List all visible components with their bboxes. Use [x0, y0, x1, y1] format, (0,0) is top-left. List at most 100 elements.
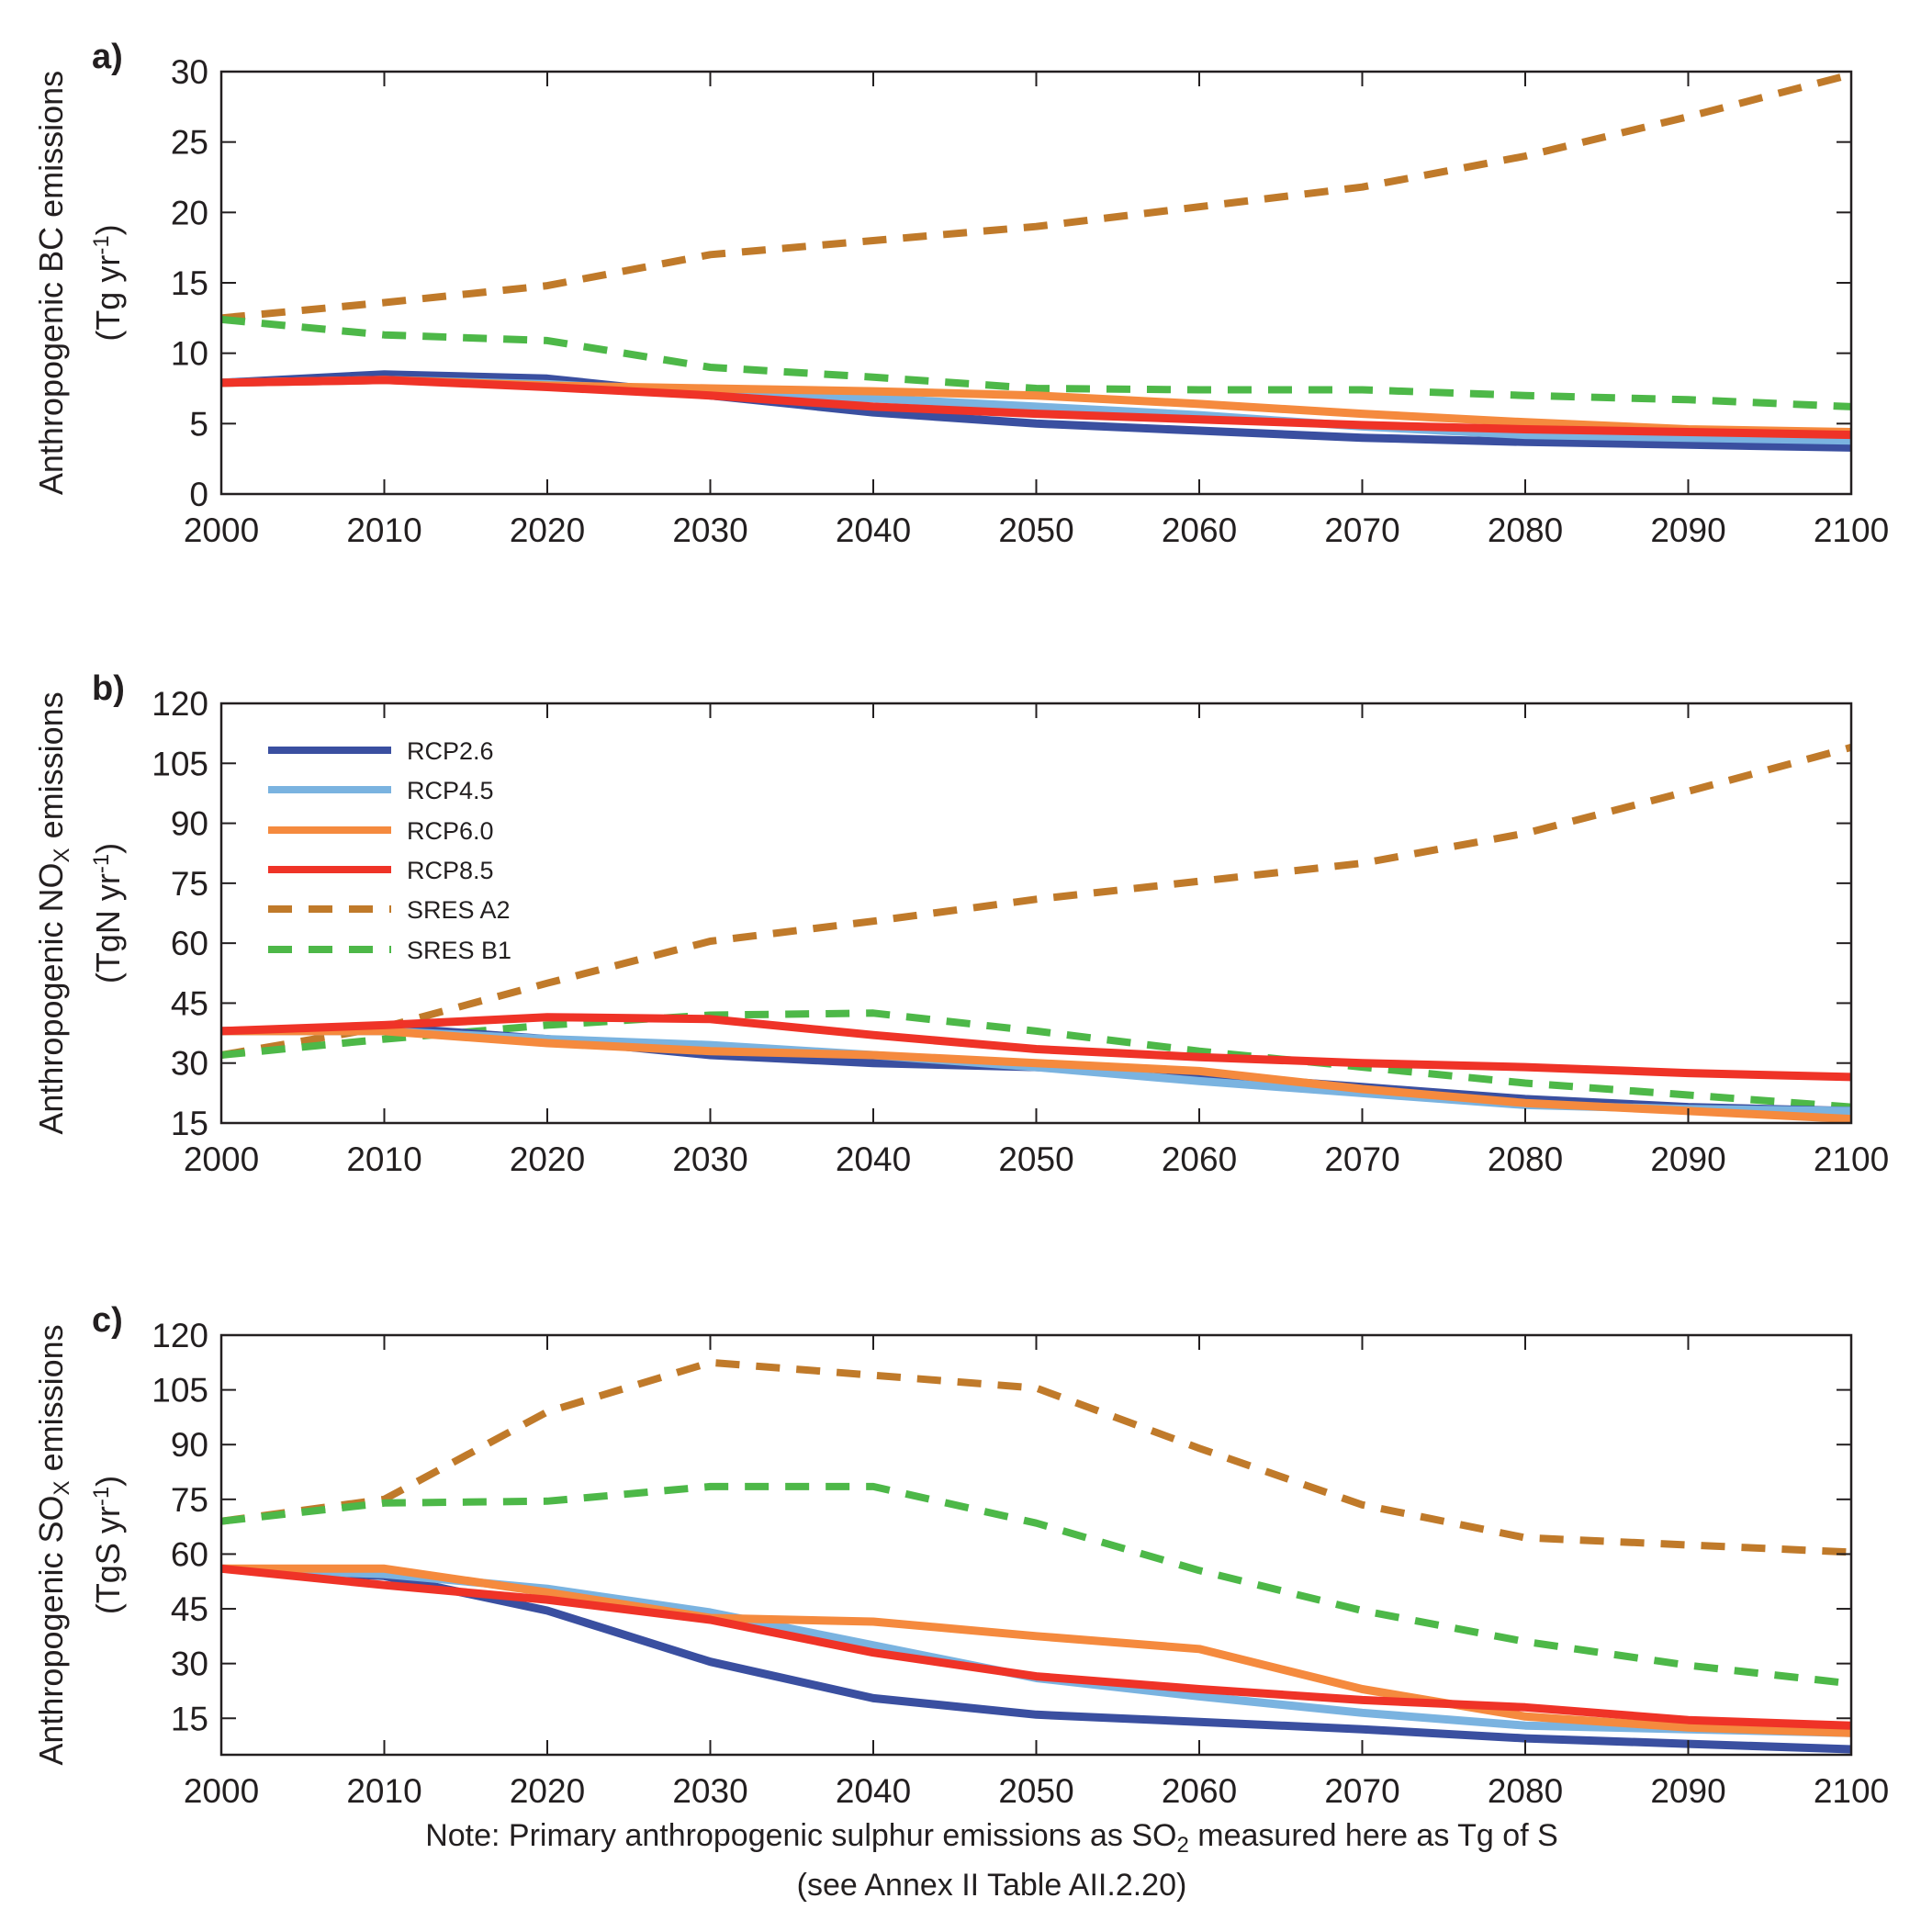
- label-part: 2: [1176, 1833, 1188, 1858]
- x-tick-label: 2020: [510, 1140, 585, 1178]
- x-tick-label: 2070: [1324, 1140, 1399, 1178]
- y-tick-label: 20: [171, 194, 208, 231]
- series-line-rcp8-5: [220, 1013, 1852, 1082]
- x-tick-label: 2070: [1324, 1772, 1399, 1810]
- x-tick-label: 2000: [184, 511, 259, 549]
- label-part: (Tg yr: [89, 255, 127, 342]
- label-part: -1: [89, 235, 114, 254]
- label-part: ): [89, 224, 127, 235]
- x-tick-label: 2000: [184, 1140, 259, 1178]
- label-part: (TgS yr: [89, 1506, 127, 1614]
- y-tick-label: 75: [171, 1481, 208, 1519]
- y-tick-label: 15: [171, 1105, 208, 1142]
- label-part: Note: Primary anthropogenic sulphur emis…: [425, 1818, 1176, 1853]
- legend-label: RCP8.5: [407, 857, 494, 884]
- x-tick-label: 2080: [1488, 511, 1563, 549]
- x-tick-label: 2020: [510, 1772, 585, 1810]
- legend: RCP2.6 RCP4.5 RCP6.0 RCP8.5 SRES A2 SRES B1: [268, 737, 511, 964]
- y-axis-label: Anthropogenic SOX emissions: [32, 1324, 74, 1765]
- y-tick-label: 0: [189, 476, 208, 513]
- label-part: measured here as Tg of S: [1189, 1818, 1558, 1853]
- label-part: Anthropogenic BC emissions: [32, 71, 70, 495]
- y-tick-label: 105: [152, 745, 208, 782]
- legend-label: SRES B1: [407, 937, 511, 964]
- x-tick-label: 2080: [1488, 1772, 1563, 1810]
- x-tick-label: 2030: [672, 1140, 747, 1178]
- legend-label: RCP6.0: [407, 817, 494, 845]
- label-part: emissions: [32, 1324, 70, 1480]
- panel-label: a): [92, 38, 123, 76]
- x-tick-label: 2060: [1162, 1140, 1237, 1178]
- series-line-rcp8-5: [220, 1564, 1852, 1730]
- x-tick-label: 2060: [1162, 511, 1237, 549]
- x-tick-label: 2080: [1488, 1140, 1563, 1178]
- x-tick-label: 2100: [1814, 511, 1889, 549]
- series-line-rcp6-0: [221, 1027, 1852, 1124]
- label-part: Anthropogenic SO: [32, 1495, 70, 1765]
- series-line-sres-b1: [220, 1482, 1852, 1688]
- x-tick-label: 2100: [1814, 1772, 1889, 1810]
- label-part: Anthropogenic NO: [32, 862, 70, 1134]
- y-tick-label: 45: [171, 1590, 208, 1628]
- label-part: ): [89, 843, 127, 854]
- y-tick-label: 120: [152, 1317, 208, 1354]
- x-tick-label: 2010: [346, 1772, 421, 1810]
- y-tick-label: 25: [171, 124, 208, 162]
- label-part: ): [89, 1476, 127, 1487]
- y-tick-label: 60: [171, 925, 208, 962]
- y-tick-label: 30: [171, 1646, 208, 1683]
- legend-label: SRES A2: [407, 896, 511, 924]
- y-tick-label: 105: [152, 1372, 208, 1410]
- y-tick-label: 30: [171, 53, 208, 91]
- y-tick-label: 75: [171, 865, 208, 903]
- x-tick-label: 2050: [998, 511, 1073, 549]
- series-line-rcp2-6: [220, 1564, 1852, 1754]
- series-line-rcp8-5: [220, 376, 1852, 440]
- x-tick-label: 2050: [998, 1772, 1073, 1810]
- label-part: X: [50, 1480, 74, 1495]
- series-line-sres-a2: [220, 71, 1853, 322]
- y-tick-label: 45: [171, 984, 208, 1022]
- legend-label: RCP2.6: [407, 737, 494, 765]
- panel-label: c): [92, 1301, 123, 1340]
- x-tick-label: 2100: [1814, 1140, 1889, 1178]
- label-part: (TgN yr: [89, 873, 127, 983]
- panel-label: b): [92, 669, 125, 708]
- y-axis-unit: (TgN yr-1): [89, 843, 127, 983]
- series-line-sres-b1: [220, 315, 1852, 410]
- series-line-rcp6-0: [221, 1564, 1852, 1737]
- x-tick-label: 2090: [1650, 1772, 1725, 1810]
- x-tick-label: 2090: [1650, 511, 1725, 549]
- y-axis-label: Anthropogenic BC emissions: [32, 71, 70, 495]
- plot-frame: [219, 1333, 1853, 1757]
- y-tick-label: 10: [171, 335, 208, 373]
- x-tick-label: 2040: [836, 511, 911, 549]
- y-tick-label: 120: [152, 685, 208, 723]
- series-line-sres-a2: [220, 744, 1853, 1059]
- series-line-rcp2-6: [220, 370, 1852, 452]
- x-tick-label: 2030: [672, 511, 747, 549]
- series-line-sres-b1: [220, 1009, 1852, 1111]
- y-axis-unit: (Tg yr-1): [89, 224, 127, 341]
- label-part: emissions: [32, 691, 70, 848]
- label-part: X: [50, 848, 74, 862]
- y-tick-label: 90: [171, 805, 208, 843]
- y-tick-label: 5: [189, 405, 208, 443]
- x-tick-label: 2070: [1324, 511, 1399, 549]
- y-tick-label: 15: [171, 1700, 208, 1737]
- x-tick-label: 2040: [836, 1772, 911, 1810]
- note-line-2: (see Annex II Table AII.2.20): [797, 1868, 1187, 1903]
- x-tick-label: 2060: [1162, 1772, 1237, 1810]
- x-tick-label: 2090: [1650, 1140, 1725, 1178]
- y-axis-unit: (TgS yr-1): [89, 1476, 127, 1614]
- note-line-1: Note: Primary anthropogenic sulphur emis…: [425, 1818, 1558, 1858]
- y-tick-label: 60: [171, 1535, 208, 1573]
- x-tick-label: 2040: [836, 1140, 911, 1178]
- y-axis-label: Anthropogenic NOX emissions: [32, 691, 74, 1134]
- label-part: -1: [89, 854, 114, 873]
- panel-a: 2000 2010 2020 2030 2040 2050 2060 2070 2080 2090…: [32, 38, 1889, 549]
- legend-label: RCP4.5: [407, 777, 494, 804]
- x-tick-label: 2020: [510, 511, 585, 549]
- series-line-sres-a2: [220, 1358, 1852, 1556]
